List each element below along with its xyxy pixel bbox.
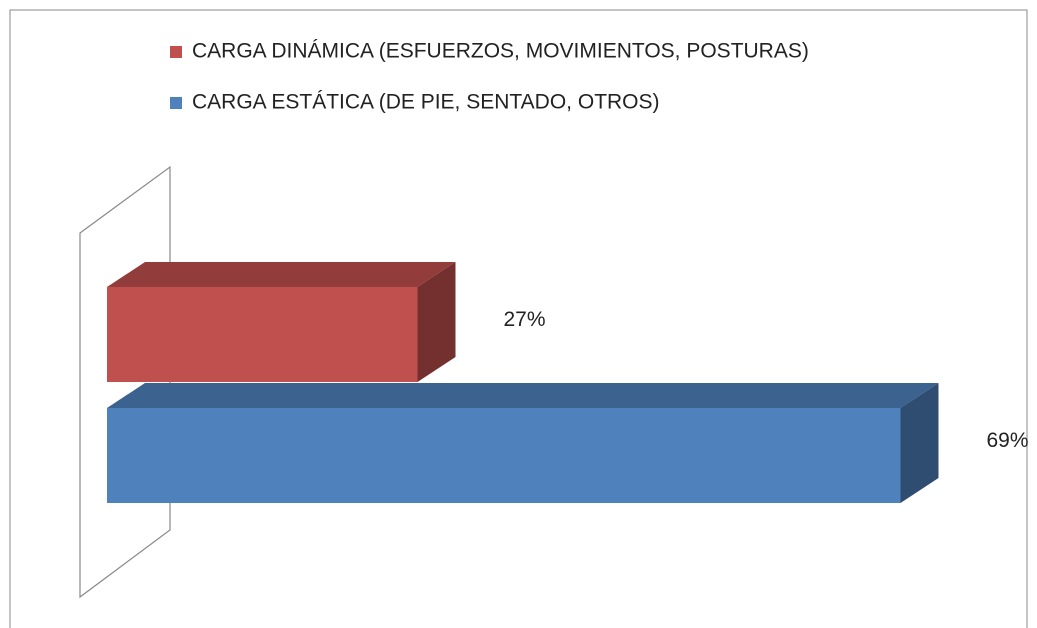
bar-front — [107, 287, 418, 382]
bar-front — [107, 408, 901, 503]
bar — [107, 262, 456, 382]
legend-swatch — [170, 46, 182, 58]
legend-label: CARGA ESTÁTICA (DE PIE, SENTADO, OTROS) — [192, 91, 660, 114]
bar — [107, 383, 939, 503]
data-label: 69% — [987, 429, 1029, 452]
back-wall — [79, 165, 171, 599]
bar-side — [900, 383, 939, 503]
chart-border — [9, 9, 1028, 628]
data-label: 27% — [504, 308, 546, 331]
legend-label: CARGA DINÁMICA (ESFUERZOS, MOVIMIENTOS, … — [192, 40, 809, 63]
legend-swatch — [170, 97, 182, 109]
bar-top — [107, 383, 939, 408]
bar-side — [417, 262, 456, 382]
bar-top — [107, 262, 456, 287]
